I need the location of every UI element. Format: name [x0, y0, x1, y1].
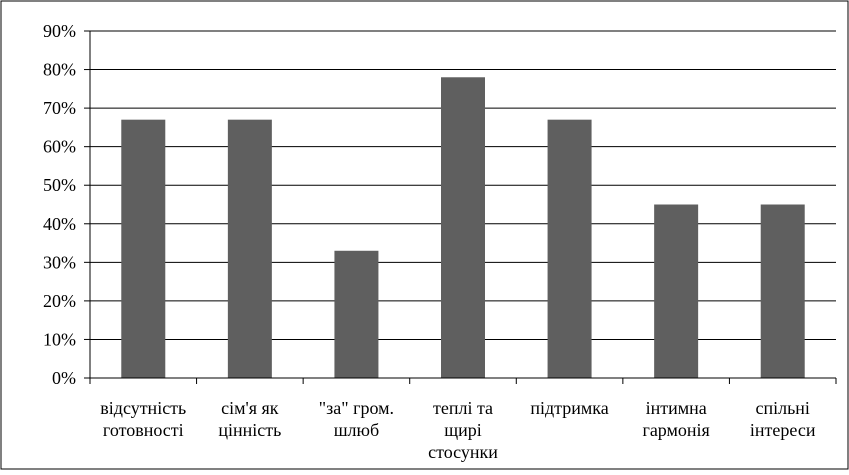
- y-tick-label: 60%: [43, 137, 76, 157]
- x-tick-label: теплі та щирі стосунки: [428, 398, 498, 462]
- x-tick-label-line: шлюб: [334, 420, 379, 440]
- y-tick-label: 90%: [43, 21, 76, 41]
- gridlines: [90, 30, 836, 340]
- x-tick-label-line: готовності: [103, 420, 184, 440]
- x-tick-label-line: інтереси: [750, 420, 816, 440]
- y-axis-tick-labels: 0% 10% 20% 30% 40% 50% 60% 70% 80% 90%: [43, 21, 76, 388]
- y-tick-label: 20%: [43, 291, 76, 311]
- y-tick-label: 50%: [43, 175, 76, 195]
- bar: [760, 204, 805, 378]
- x-tick-label: відсутність готовності: [100, 398, 186, 440]
- x-tick-label-line: гармонія: [642, 420, 709, 440]
- bar: [227, 119, 272, 378]
- y-tick-label: 0%: [52, 368, 76, 388]
- x-tick-label-line: "за" гром.: [319, 398, 394, 418]
- y-tick-label: 10%: [43, 329, 76, 349]
- bar: [334, 250, 379, 378]
- x-tick-label-line: відсутність: [100, 398, 186, 418]
- x-tick-label: "за" гром. шлюб: [319, 398, 394, 440]
- axes: [84, 30, 837, 384]
- x-tick-label: інтимна гармонія: [642, 398, 709, 440]
- bar: [654, 204, 699, 378]
- x-tick-label: сім'я як цінність: [218, 398, 281, 440]
- bar-series: [121, 77, 805, 379]
- x-tick-label-line: щирі: [444, 420, 482, 440]
- bar: [441, 77, 485, 379]
- x-tick-label: спільні інтереси: [750, 398, 816, 440]
- x-tick-label-line: теплі та: [433, 398, 493, 418]
- x-tick-label-line: спільні: [755, 398, 809, 418]
- y-tick-label: 30%: [43, 252, 76, 272]
- x-tick-label-line: стосунки: [428, 442, 498, 462]
- bar: [121, 119, 166, 378]
- y-tick-label: 40%: [43, 214, 76, 234]
- bar: [547, 119, 592, 378]
- y-tick-label: 70%: [43, 98, 76, 118]
- x-axis-tick-labels: відсутність готовності сім'я як цінність "за…: [100, 398, 816, 462]
- x-tick-label: підтримка: [530, 398, 608, 418]
- x-tick-label-line: інтимна: [646, 398, 707, 418]
- x-tick-label-line: підтримка: [530, 398, 608, 418]
- x-tick-label-line: цінність: [218, 420, 281, 440]
- y-tick-label: 80%: [43, 60, 76, 80]
- x-tick-label-line: сім'я як: [221, 398, 279, 418]
